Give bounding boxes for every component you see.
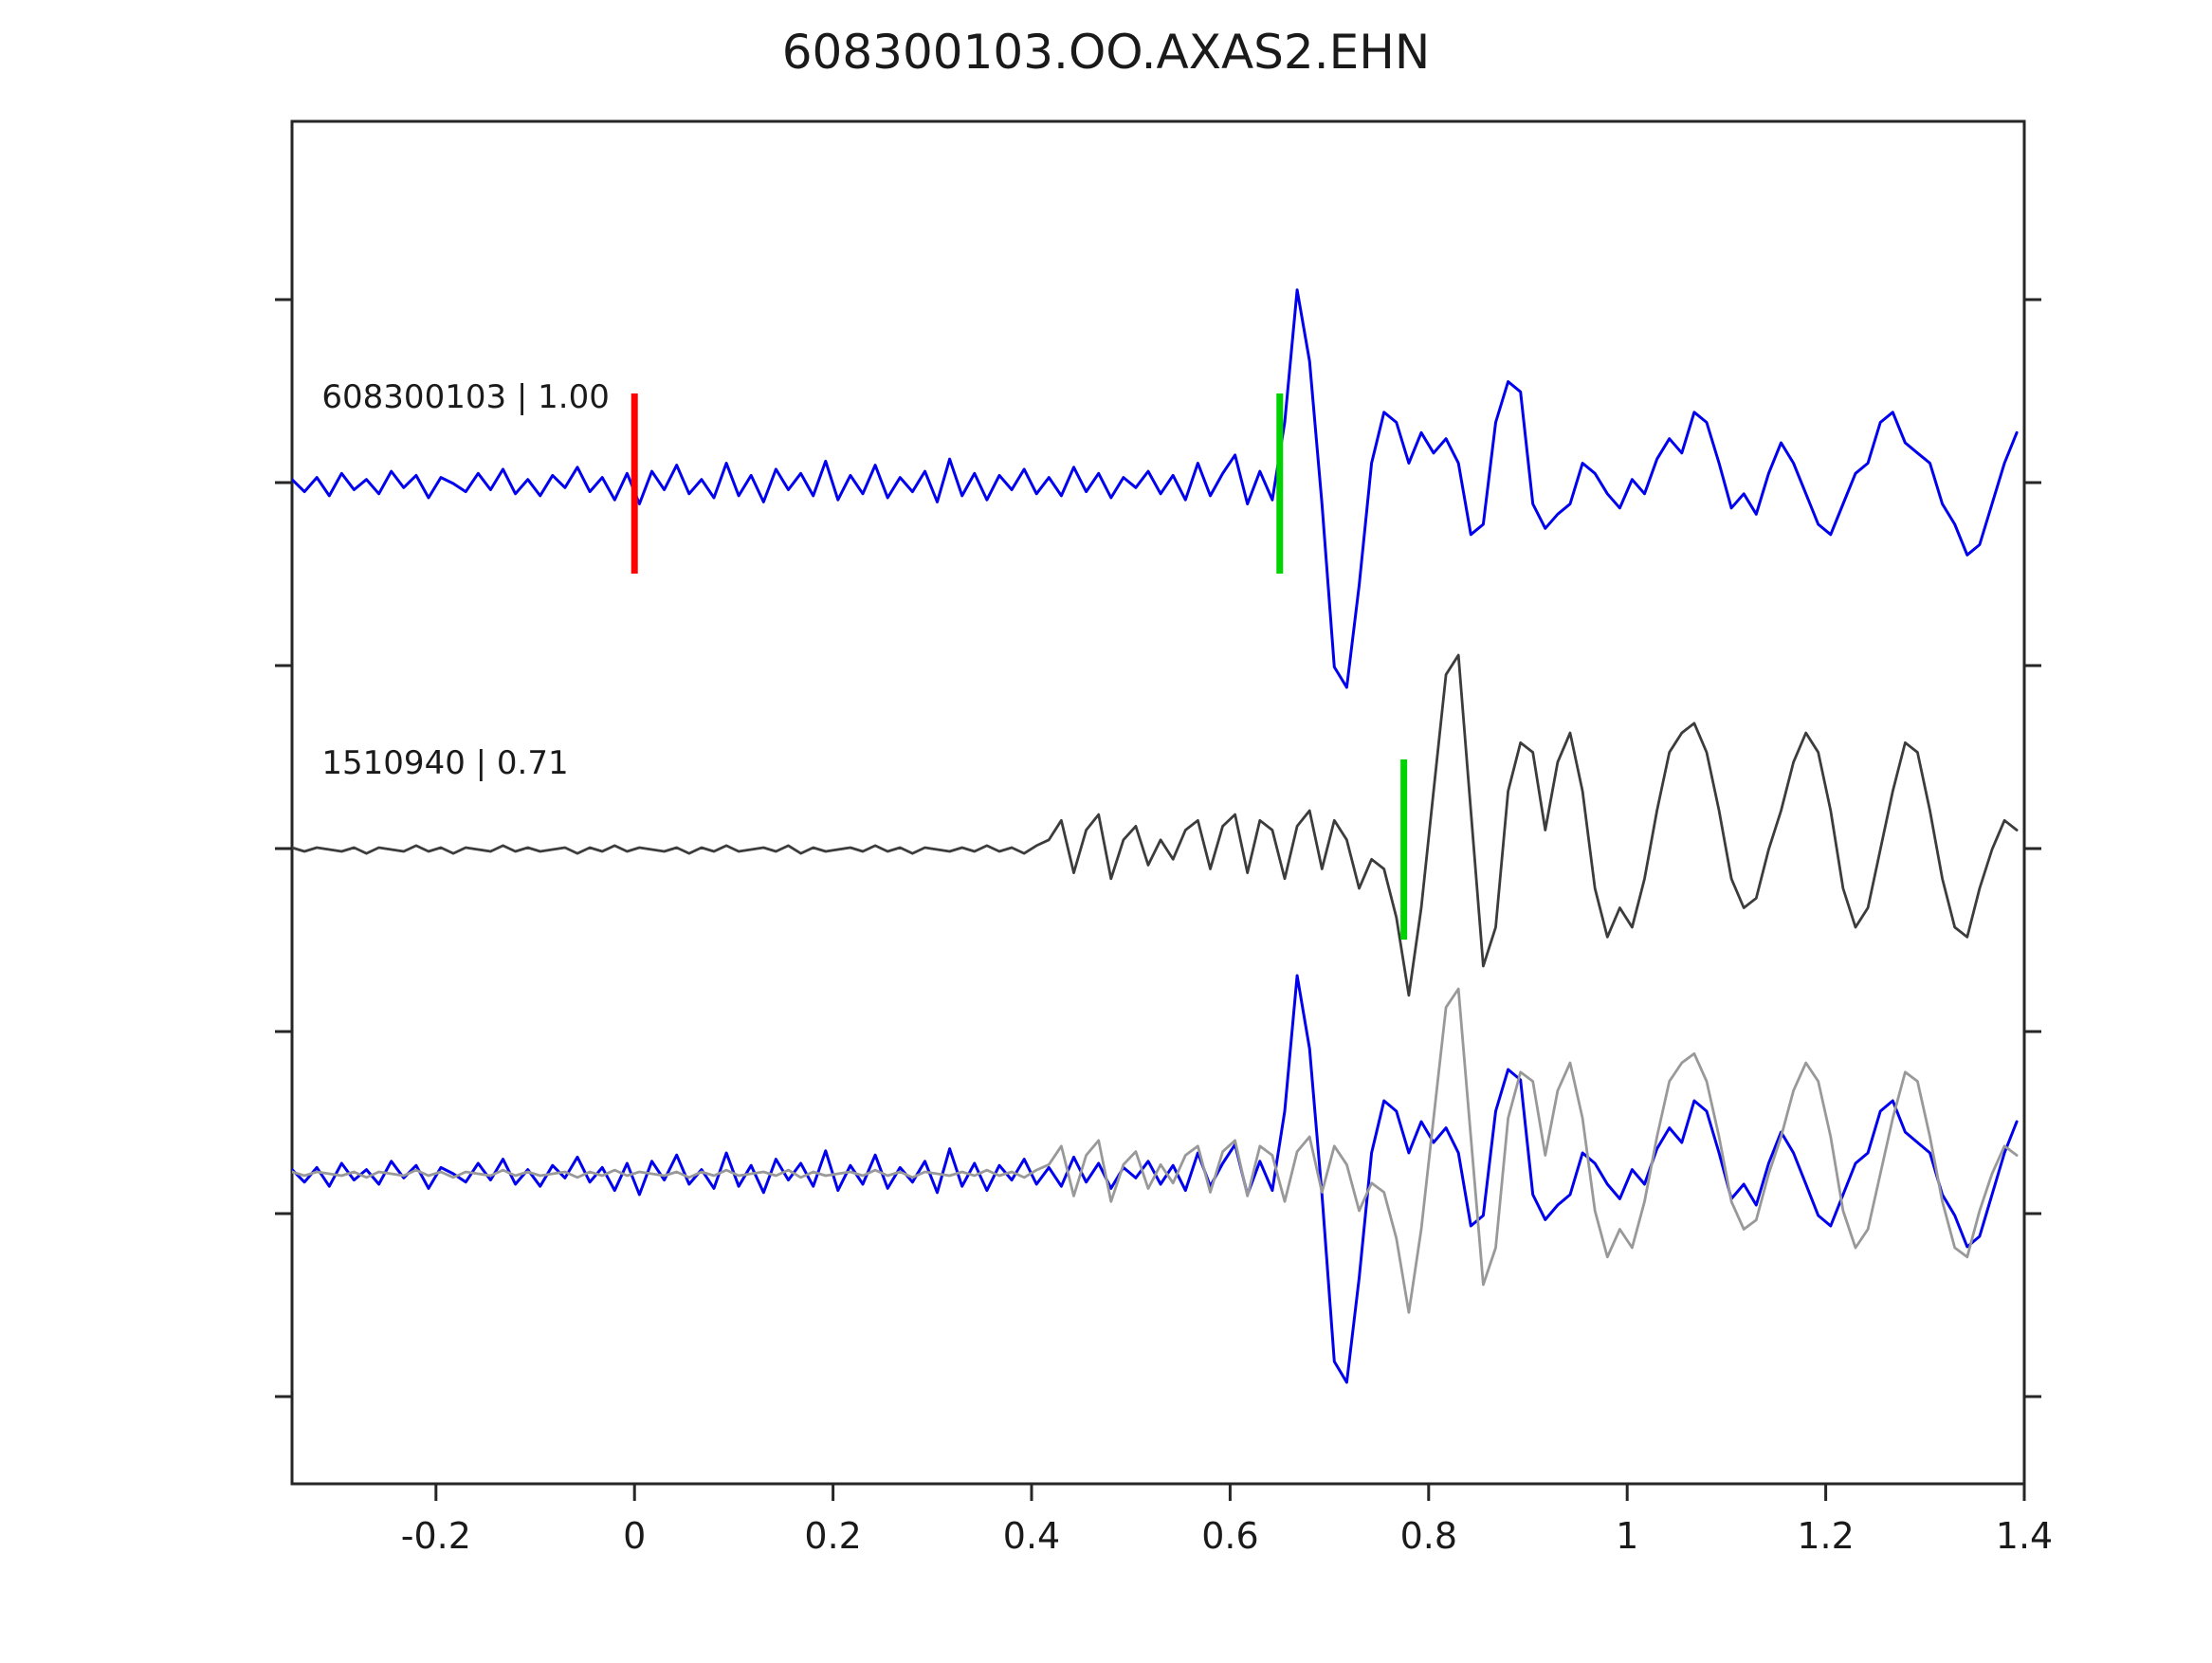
- trace-overlay-1510940: [292, 987, 2019, 1314]
- trace-label-608300103: 608300103 | 1.00: [321, 378, 609, 416]
- trace-label-1510940: 1510940 | 0.71: [321, 744, 568, 782]
- trace-608300103: [292, 288, 2019, 689]
- x-tick-label: 1.2: [1797, 1515, 1854, 1557]
- x-tick-label: 0.2: [804, 1515, 861, 1557]
- trace-group: [292, 288, 2019, 1384]
- x-tick-label: 0: [623, 1515, 646, 1557]
- x-tick-label: 0.6: [1201, 1515, 1258, 1557]
- x-tick-label: -0.2: [401, 1515, 471, 1557]
- x-tick-label: 0.4: [1003, 1515, 1060, 1557]
- x-tick-label: 1.4: [1996, 1515, 2053, 1557]
- x-tick-label: 0.8: [1400, 1515, 1457, 1557]
- x-tick-label: 1: [1616, 1515, 1638, 1557]
- trace-1510940: [292, 653, 2019, 997]
- page-title: 608300103.OO.AXAS2.EHN: [781, 25, 1431, 80]
- plot-border: [290, 119, 2026, 1486]
